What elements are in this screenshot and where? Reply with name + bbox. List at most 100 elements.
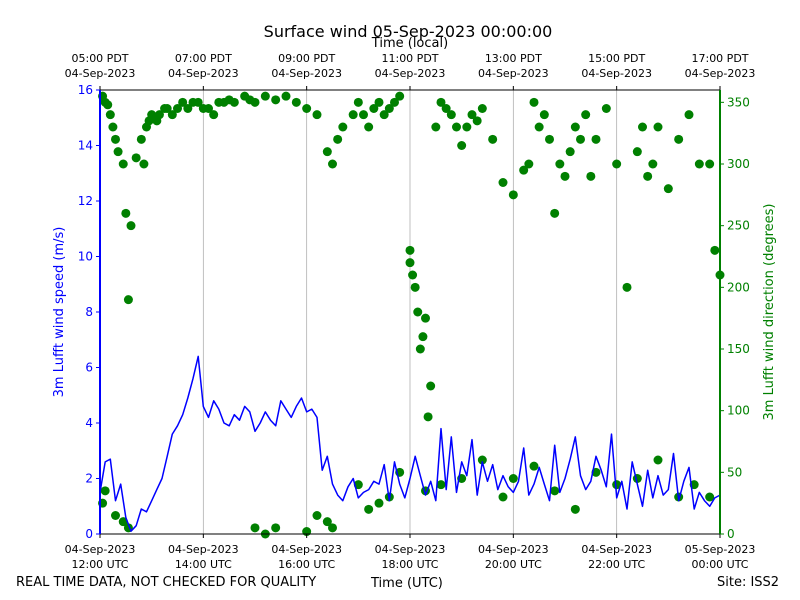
direction-point <box>118 159 128 169</box>
direction-point <box>612 480 622 490</box>
axis-ticks: 04-Sep-2023 12:00 UTC 04-Sep-2023 14:00 UTC… <box>65 52 756 571</box>
x-tick-label-time: 22:00 UTC <box>588 558 645 571</box>
direction-point <box>550 486 560 496</box>
direction-point <box>250 523 260 533</box>
direction-point <box>379 110 389 120</box>
y-left-tick-label: 10 <box>78 250 93 264</box>
direction-point <box>423 412 433 422</box>
top-tick-label-time: 11:00 PDT <box>381 52 438 65</box>
top-tick-label-date: 04-Sep-2023 <box>581 67 652 80</box>
speed-line <box>99 355 721 532</box>
y-left-tick-label: 6 <box>85 361 93 375</box>
direction-point <box>271 95 281 105</box>
direction-point <box>710 245 720 255</box>
top-tick-label-time: 17:00 PDT <box>691 52 748 65</box>
direction-point <box>111 511 120 520</box>
x-tick-label-date: 04-Sep-2023 <box>271 543 342 556</box>
direction-point <box>545 134 554 144</box>
top-tick-label-date: 04-Sep-2023 <box>478 67 549 80</box>
direction-point <box>250 97 260 107</box>
direction-point <box>632 147 642 157</box>
direction-point <box>322 147 332 157</box>
direction-point <box>643 171 653 181</box>
direction-point <box>519 165 529 175</box>
direction-point <box>472 116 482 126</box>
direction-point <box>147 110 157 120</box>
x-tick-label-time: 12:00 UTC <box>71 558 128 571</box>
direction-point <box>446 110 456 120</box>
direction-point <box>328 523 337 533</box>
x-tick-label-date: 04-Sep-2023 <box>65 543 136 556</box>
direction-point <box>333 134 343 144</box>
y-left-tick-label: 0 <box>85 527 93 541</box>
direction-point <box>369 104 379 113</box>
direction-point <box>126 221 136 231</box>
direction-point <box>390 97 399 107</box>
direction-point <box>105 110 115 120</box>
direction-point <box>565 147 575 157</box>
direction-point <box>271 523 281 533</box>
direction-point <box>374 498 384 508</box>
direction-point <box>421 313 430 323</box>
direction-point <box>111 134 120 144</box>
direction-point <box>183 104 193 113</box>
y-left-tick-label: 4 <box>85 416 93 430</box>
direction-point <box>570 504 580 514</box>
y-right-tick-label: 350 <box>727 95 750 109</box>
y-left-tick-label: 16 <box>78 83 93 97</box>
direction-point <box>291 97 301 107</box>
direction-point <box>167 110 177 120</box>
direction-point <box>436 97 446 107</box>
direction-point <box>118 517 128 527</box>
y-left-tick-label: 8 <box>85 305 93 319</box>
direction-point <box>154 110 164 120</box>
direction-point <box>534 122 544 132</box>
direction-point <box>103 100 113 110</box>
direction-point <box>622 282 632 292</box>
direction-point <box>312 511 322 520</box>
direction-point <box>705 492 715 502</box>
top-tick-label-time: 05:00 PDT <box>71 52 128 65</box>
left-axis-label: 3m Lufft wind speed (m/s) <box>52 227 67 398</box>
direction-point <box>705 159 715 169</box>
direction-point <box>100 486 110 496</box>
direction-point <box>452 122 461 132</box>
direction-point <box>410 282 420 292</box>
direction-point <box>508 190 518 200</box>
x-tick-label-time: 16:00 UTC <box>278 558 335 571</box>
top-tick-label-time: 15:00 PDT <box>588 52 645 65</box>
direction-point <box>426 381 436 391</box>
quality-disclaimer: REAL TIME DATA, NOT CHECKED FOR QUALITY <box>16 575 317 590</box>
direction-point <box>204 104 213 113</box>
direction-point <box>694 159 704 169</box>
direction-point <box>408 270 418 280</box>
top-tick-label-time: 13:00 PDT <box>485 52 542 65</box>
direction-point <box>312 110 322 120</box>
x-tick-label-date: 04-Sep-2023 <box>478 543 549 556</box>
direction-point <box>353 97 363 107</box>
direction-point <box>612 159 622 169</box>
y-left-tick-label: 2 <box>85 472 93 486</box>
x-tick-label-time: 00:00 UTC <box>691 558 748 571</box>
direction-point <box>418 332 428 342</box>
direction-point <box>436 480 446 490</box>
direction-point <box>405 258 415 268</box>
direction-point <box>560 171 570 181</box>
y-right-tick-label: 100 <box>727 404 750 418</box>
vertical-gridlines <box>99 90 721 534</box>
y-left-tick-label: 14 <box>78 139 93 153</box>
direction-point <box>648 159 658 169</box>
direction-point <box>113 147 123 157</box>
direction-point <box>123 295 133 305</box>
x-tick-label-time: 14:00 UTC <box>175 558 232 571</box>
direction-point <box>395 91 405 101</box>
direction-point <box>591 134 601 144</box>
x-axis-label: Time (UTC) <box>371 576 443 591</box>
x-tick-label-date: 04-Sep-2023 <box>581 543 652 556</box>
y-right-tick-label: 200 <box>727 280 750 294</box>
x-tick-label-date: 05-Sep-2023 <box>685 543 756 556</box>
direction-point <box>576 134 585 144</box>
direction-point <box>586 171 596 181</box>
direction-point <box>441 104 451 113</box>
